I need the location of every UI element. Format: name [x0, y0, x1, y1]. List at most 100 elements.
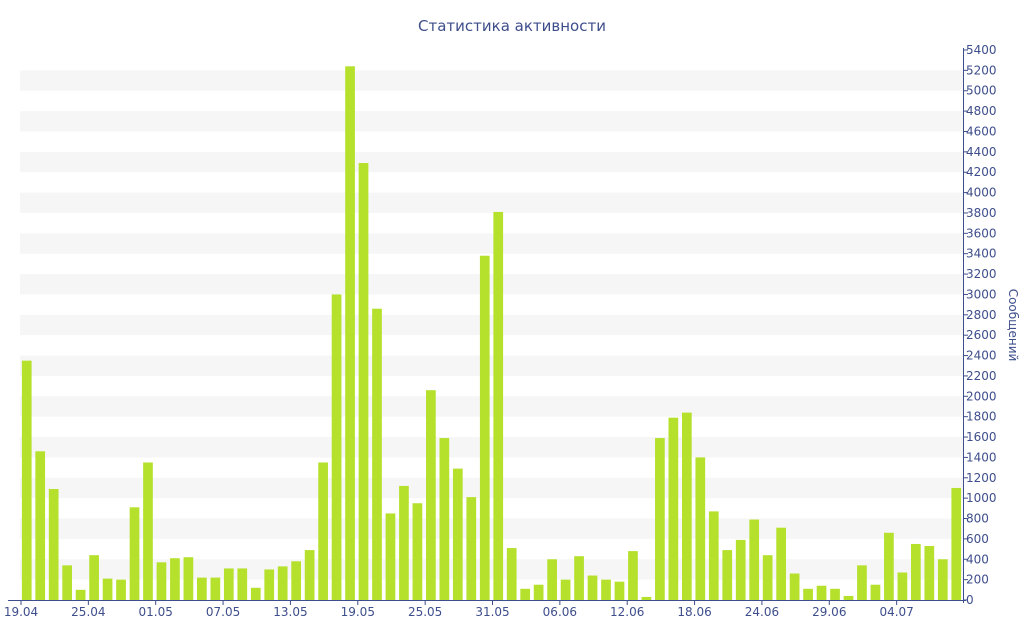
bar: [937, 559, 948, 600]
bar: [587, 575, 598, 600]
bar: [345, 66, 355, 601]
y-tick-label: 4600: [966, 124, 997, 138]
axes: [8, 48, 966, 603]
bar: [897, 572, 908, 600]
bar: [655, 438, 665, 600]
bar: [560, 579, 571, 600]
y-tick-label: 4200: [966, 165, 997, 179]
y-tick-label: 1400: [966, 450, 997, 464]
y-tick-label: 1800: [966, 410, 997, 424]
x-tick-label: 04.07: [879, 605, 913, 619]
bar: [574, 556, 584, 600]
bar: [708, 511, 719, 600]
y-tick-label: 400: [966, 552, 989, 566]
bar: [183, 557, 194, 600]
grid-band: [20, 70, 963, 91]
y-tick-label: 1600: [966, 430, 997, 444]
grid-band: [20, 518, 963, 539]
bar: [21, 360, 32, 600]
bar: [318, 462, 328, 600]
y-tick-label: 1000: [966, 491, 997, 505]
bar: [884, 532, 894, 600]
bar: [291, 561, 302, 600]
grid-band: [20, 111, 963, 132]
bar: [789, 573, 800, 600]
bar: [210, 577, 221, 600]
x-tick-label: 07.05: [206, 605, 240, 619]
bar: [385, 513, 396, 600]
bar: [223, 568, 234, 600]
bar: [412, 503, 423, 600]
x-tick-label: 13.05: [273, 605, 307, 619]
x-tick-label: 12.06: [610, 605, 644, 619]
x-tick-label: 25.05: [408, 605, 442, 619]
y-tick-label: 2000: [966, 389, 997, 403]
y-tick-label: 3000: [966, 287, 997, 301]
bar: [35, 451, 46, 600]
bar: [951, 487, 962, 600]
grid-band: [20, 437, 963, 458]
y-tick-label: 4400: [966, 145, 997, 159]
x-tick-label: 18.06: [677, 605, 711, 619]
bar: [830, 588, 840, 600]
y-tick-label: 3200: [966, 267, 997, 281]
bar: [762, 555, 773, 600]
grid-band: [20, 477, 963, 499]
bar: [102, 578, 113, 600]
grid-bands: [20, 70, 963, 580]
y-tick-label: 3600: [966, 226, 997, 240]
bar: [628, 551, 638, 600]
y-tick-label: 5000: [966, 84, 997, 98]
bar: [439, 438, 450, 600]
bar: [735, 539, 746, 600]
x-tick-label: 29.06: [812, 605, 846, 619]
bar: [358, 163, 369, 600]
x-tick-label: 01.05: [139, 605, 173, 619]
bar: [601, 579, 611, 600]
y-tick-label: 3800: [966, 206, 997, 220]
y-tick-label: 5200: [966, 63, 997, 77]
bar-series: [21, 66, 962, 601]
y-axis-ticks: 0 200 400 600 800 1000 1200 1400 1600 1800 2000 220…: [963, 43, 997, 607]
y-tick-label: 4800: [966, 104, 997, 118]
bar: [911, 543, 921, 600]
bar: [372, 308, 382, 600]
bar: [870, 584, 881, 600]
bar: [749, 519, 760, 600]
x-tick-label: 06.06: [543, 605, 577, 619]
x-tick-label: 31.05: [475, 605, 509, 619]
bar: [62, 565, 72, 600]
y-tick-label: 2200: [966, 369, 997, 383]
y-tick-label: 800: [966, 512, 989, 526]
bar: [143, 462, 153, 600]
chart-title: Статистика активности: [418, 17, 606, 35]
y-tick-label: 600: [966, 532, 989, 546]
x-tick-label: 19.04: [4, 605, 38, 619]
bar: [399, 485, 409, 600]
grid-band: [20, 151, 963, 173]
bar: [533, 584, 544, 600]
bar: [304, 550, 315, 600]
bar: [156, 562, 167, 600]
y-tick-label: 3400: [966, 247, 997, 261]
bar: [89, 555, 99, 600]
bar: [695, 457, 706, 600]
bar: [250, 587, 261, 600]
grid-band: [20, 233, 963, 254]
bar: [452, 468, 463, 600]
x-tick-label: 25.04: [71, 605, 105, 619]
bar: [924, 546, 935, 600]
y-tick-label: 2800: [966, 308, 997, 322]
y-tick-label: 5400: [966, 43, 997, 57]
y-tick-label: 2400: [966, 349, 997, 363]
grid-band: [20, 314, 963, 336]
grid-band: [20, 274, 963, 295]
bar: [426, 390, 436, 600]
bar: [506, 548, 517, 600]
bar: [331, 294, 342, 600]
bar: [197, 577, 207, 600]
y-tick-label: 1200: [966, 471, 997, 485]
x-tick-label: 19.05: [341, 605, 375, 619]
